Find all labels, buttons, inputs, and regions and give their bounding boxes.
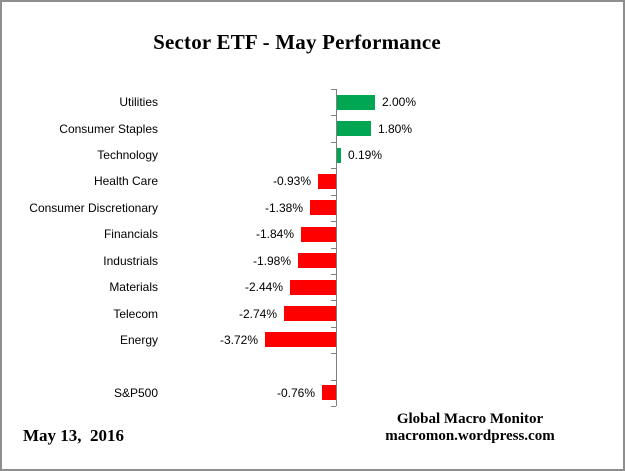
category-label-technology: Technology — [97, 148, 158, 162]
axis-tick — [331, 353, 336, 354]
axis-tick — [331, 248, 336, 249]
axis-tick — [331, 195, 336, 196]
value-label-telecom: -2.74% — [238, 307, 277, 321]
axis-tick — [331, 89, 336, 90]
axis-tick — [331, 327, 336, 328]
category-label-utilities: Utilities — [119, 95, 158, 109]
bar-industrials — [298, 253, 336, 268]
axis-tick — [331, 221, 336, 222]
bar-technology — [337, 148, 341, 163]
bar-s-p500 — [322, 385, 336, 400]
axis-tick — [331, 142, 336, 143]
value-label-financials: -1.84% — [255, 227, 294, 241]
category-label-industrials: Industrials — [103, 254, 158, 268]
chart-title: Sector ETF - May Performance — [153, 30, 441, 54]
brand-name: Global Macro Monitor — [396, 411, 544, 427]
bar-financials — [301, 227, 336, 242]
axis-tick — [331, 168, 336, 169]
value-label-consumer-staples: 1.80% — [378, 122, 413, 136]
category-label-financials: Financials — [103, 227, 158, 241]
footer-brand: Global Macro Monitor macromon.wordpress.… — [332, 411, 608, 445]
category-label-telecom: Telecom — [113, 307, 158, 321]
value-label-materials: -2.44% — [244, 280, 283, 294]
category-label-consumer-staples: Consumer Staples — [59, 122, 158, 136]
value-label-utilities: 2.00% — [382, 95, 417, 109]
bar-consumer-staples — [337, 121, 371, 136]
axis-tick — [331, 274, 336, 275]
value-label-energy: -3.72% — [219, 333, 258, 347]
category-label-health-care: Health Care — [93, 174, 158, 188]
axis-tick — [331, 380, 336, 381]
axis-tick — [331, 406, 336, 407]
bar-utilities — [337, 95, 375, 110]
category-label-consumer-discretionary: Consumer Discretionary — [29, 201, 158, 215]
category-label-materials: Materials — [109, 280, 158, 294]
bar-energy — [265, 332, 336, 347]
value-axis — [336, 89, 337, 406]
value-label-consumer-discretionary: -1.38% — [264, 201, 303, 215]
value-label-health-care: -0.93% — [272, 174, 311, 188]
category-label-s-p500: S&P500 — [113, 386, 158, 400]
category-label-energy: Energy — [119, 333, 158, 347]
bar-health-care — [318, 174, 336, 189]
bar-telecom — [284, 306, 336, 321]
bar-consumer-discretionary — [310, 200, 336, 215]
axis-tick — [331, 300, 336, 301]
axis-tick — [331, 115, 336, 116]
value-label-technology: 0.19% — [348, 148, 383, 162]
value-label-s-p500: -0.76% — [276, 386, 315, 400]
bar-materials — [290, 280, 336, 295]
footer-date: May 13, 2016 — [23, 426, 125, 445]
value-label-industrials: -1.98% — [252, 254, 291, 268]
brand-url: macromon.wordpress.com — [385, 428, 555, 444]
